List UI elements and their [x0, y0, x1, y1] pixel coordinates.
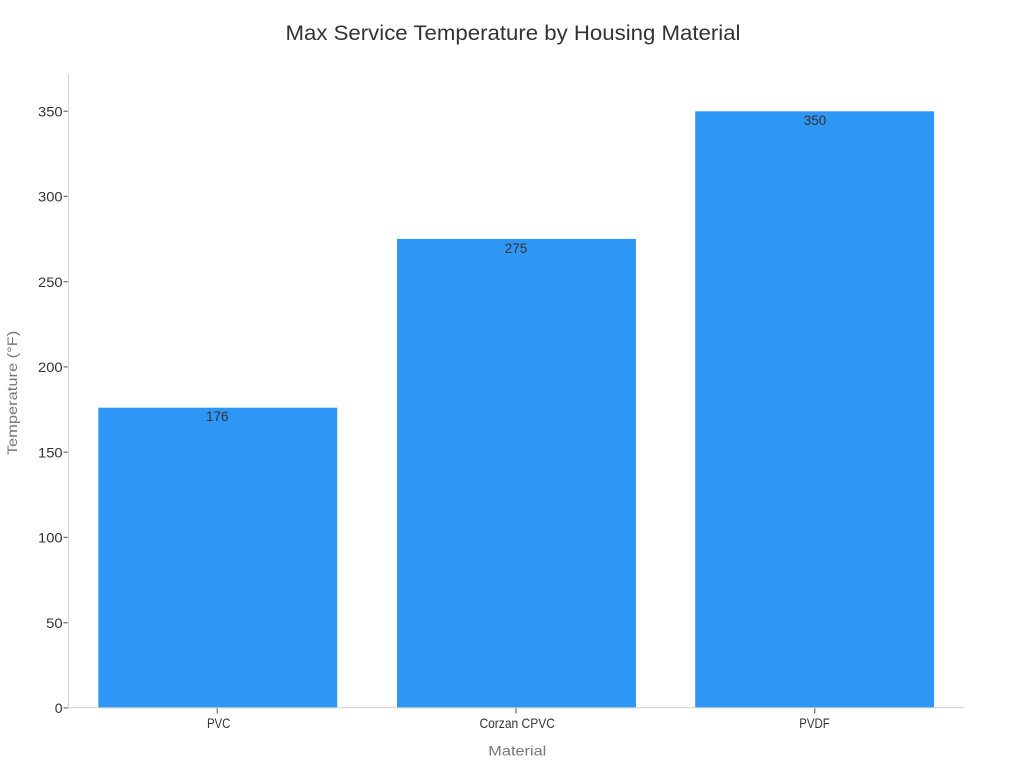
svg-text:Temperature (°F): Temperature (°F): [5, 331, 20, 455]
svg-text:350: 350: [804, 113, 827, 128]
svg-text:PVC: PVC: [207, 715, 231, 731]
svg-text:350: 350: [38, 103, 63, 119]
svg-text:275: 275: [505, 241, 528, 256]
svg-text:0: 0: [55, 700, 63, 716]
svg-text:176: 176: [206, 409, 229, 424]
svg-text:Max Service Temperature by Hou: Max Service Temperature by Housing Mater…: [286, 21, 741, 45]
svg-text:Corzan CPVC: Corzan CPVC: [479, 715, 555, 731]
svg-text:Material: Material: [488, 744, 546, 759]
svg-text:300: 300: [38, 189, 63, 205]
svg-text:200: 200: [38, 359, 63, 375]
svg-text:150: 150: [38, 444, 63, 460]
svg-text:250: 250: [38, 274, 63, 290]
svg-text:50: 50: [46, 615, 63, 631]
svg-text:100: 100: [38, 530, 63, 546]
svg-text:PVDF: PVDF: [799, 715, 830, 731]
